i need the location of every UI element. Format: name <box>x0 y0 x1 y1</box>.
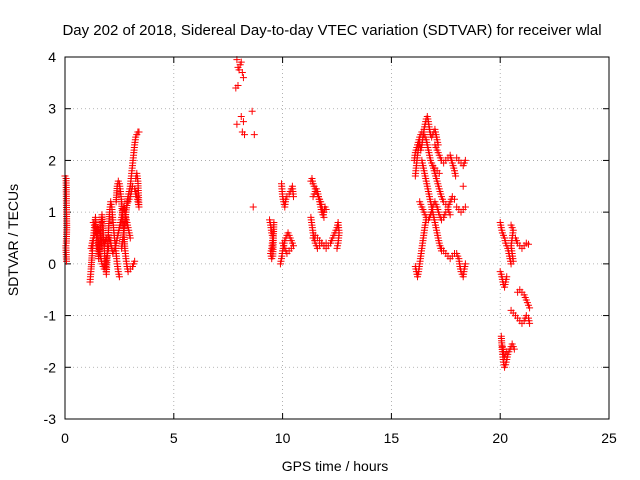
data-point <box>237 58 245 66</box>
data-point <box>270 218 278 226</box>
data-point <box>241 131 249 139</box>
data-point <box>451 195 459 203</box>
data-point <box>126 234 134 242</box>
x-axis-label: GPS time / hours <box>282 458 389 474</box>
data-point <box>250 131 258 139</box>
data-point <box>526 319 534 327</box>
x-tick-label: 20 <box>492 430 508 446</box>
y-tick-label: 1 <box>48 204 56 220</box>
x-tick-label: 10 <box>275 430 291 446</box>
data-point <box>446 211 454 219</box>
data-point <box>422 216 430 224</box>
data-point <box>452 172 460 180</box>
data-point <box>237 112 245 120</box>
data-point <box>115 273 123 281</box>
data-point <box>131 257 139 265</box>
data-point <box>289 193 297 201</box>
data-points <box>61 56 534 371</box>
data-point <box>239 118 247 126</box>
data-point <box>526 304 534 312</box>
y-tick-label: 3 <box>48 101 56 117</box>
data-point <box>289 242 297 250</box>
data-point <box>461 203 469 211</box>
data-point <box>239 74 247 82</box>
data-point <box>503 273 511 281</box>
data-point <box>459 182 467 190</box>
data-point <box>63 257 71 265</box>
y-tick-label: 2 <box>48 152 56 168</box>
data-point <box>132 175 140 183</box>
data-point <box>322 206 330 214</box>
data-point <box>333 244 341 252</box>
data-point <box>105 244 113 252</box>
y-tick-label: -2 <box>44 359 57 375</box>
data-point <box>524 240 532 248</box>
data-point <box>509 257 517 265</box>
data-point <box>510 345 518 353</box>
data-point <box>248 107 256 115</box>
x-tick-label: 0 <box>61 430 69 446</box>
data-point <box>503 348 511 356</box>
y-axis-label: SDTVAR / TECUs <box>5 184 21 296</box>
data-point <box>233 120 241 128</box>
data-point <box>461 260 469 268</box>
data-point <box>238 69 246 77</box>
data-point <box>234 81 242 89</box>
chart-title: Day 202 of 2018, Sidereal Day-to-day VTE… <box>62 22 601 39</box>
x-tick-label: 15 <box>384 430 400 446</box>
y-tick-label: -3 <box>44 411 57 427</box>
data-point <box>322 239 330 247</box>
x-tick-label: 5 <box>170 430 178 446</box>
axis-ticks: 0 5 10 15 20 25 -3 -2 -1 0 1 2 3 4 <box>44 49 617 446</box>
plot-frame <box>64 56 610 420</box>
y-tick-label: -1 <box>44 308 57 324</box>
x-tick-label: 25 <box>601 430 617 446</box>
y-tick-label: 4 <box>48 49 56 65</box>
data-point <box>461 156 469 164</box>
data-point <box>249 203 257 211</box>
y-tick-label: 0 <box>48 256 56 272</box>
data-point <box>135 128 143 136</box>
